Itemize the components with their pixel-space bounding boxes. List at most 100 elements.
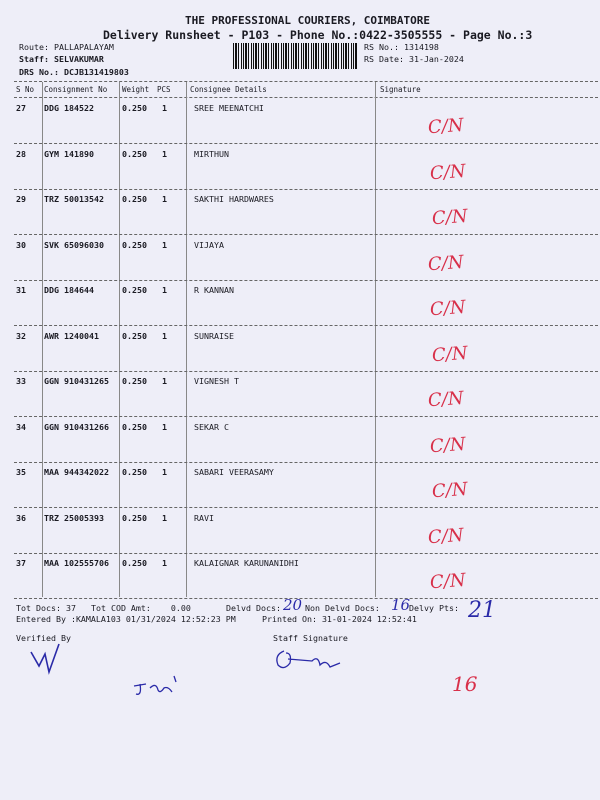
row-divider <box>14 143 598 144</box>
row-sno: 29 <box>16 194 26 204</box>
row-sno: 32 <box>16 330 26 341</box>
tot-docs-label: Tot Docs: <box>16 603 61 613</box>
column-rule <box>375 82 376 597</box>
col-signature: Signature <box>380 85 421 94</box>
row-divider <box>14 234 598 235</box>
col-consignee: Consignee Details <box>190 85 267 94</box>
row-weight: 0.250 <box>122 558 147 568</box>
col-pcs: PCS <box>157 85 171 94</box>
table-row: 35 MAA 944342022 0.250 1 SABARI VEERASAMY C/N <box>0 462 600 508</box>
row-consignee: R KANNAN <box>194 285 234 295</box>
col-consignment: Consignment No <box>44 85 108 94</box>
row-divider <box>14 188 598 190</box>
row-weight: 0.250 <box>122 421 147 432</box>
row-consignment: AWR 1240041 <box>44 330 99 341</box>
row-sno: 27 <box>16 103 26 113</box>
row-pcs: 1 <box>162 512 167 523</box>
margin-note: 16 <box>452 672 478 696</box>
table-row: 32 AWR 1240041 0.250 1 SUNRAISE C/N <box>0 326 600 372</box>
delvy-pts-label: Delvy Pts: <box>409 603 459 613</box>
col-sno: S No <box>16 85 35 94</box>
handwritten-signature: C/N <box>429 433 467 457</box>
tot-cod-value: 0.00 <box>170 603 191 613</box>
table-row: 31 DDG 184644 0.250 1 R KANNAN C/N <box>0 280 600 326</box>
row-weight: 0.250 <box>122 467 147 477</box>
tot-docs-value: 37 <box>65 603 76 613</box>
row-weight: 0.250 <box>122 239 147 250</box>
staff: Staff: SELVAKUMAR <box>19 54 104 64</box>
handwritten-signature: C/N <box>431 478 469 503</box>
handwritten-signature: C/N <box>429 296 467 321</box>
row-divider <box>14 507 598 508</box>
table-row: 37 MAA 102555706 0.250 1 KALAIGNAR KARUNANID… <box>0 553 600 598</box>
row-pcs: 1 <box>162 558 167 568</box>
runsheet-subtitle: Delivery Runsheet - P103 - Phone No.:042… <box>103 28 533 42</box>
row-sno: 31 <box>16 285 26 295</box>
row-consignee: MIRTHUN <box>194 148 229 159</box>
row-pcs: 1 <box>162 103 167 113</box>
printed-on: Printed On: 31-01-2024 12:52:41 <box>262 614 417 624</box>
row-consignment: MAA 944342022 <box>44 467 109 477</box>
row-weight: 0.250 <box>122 285 147 295</box>
row-consignment: DDG 184522 <box>44 103 94 113</box>
row-consignment: TRZ 25005393 <box>44 512 104 523</box>
non-delvd-docs-label: Non Delvd Docs: <box>305 603 380 613</box>
row-consignee: SAKTHI HARDWARES <box>194 194 274 204</box>
row-weight: 0.250 <box>122 512 147 523</box>
row-divider <box>14 279 598 281</box>
table-row: 27 DDG 184522 0.250 1 SREE MEENATCHI C/N <box>0 98 600 144</box>
row-divider <box>14 461 598 463</box>
column-rule <box>186 82 187 597</box>
divider <box>14 97 598 98</box>
delvd-docs-handwritten: 20 <box>283 596 303 614</box>
totals-line: Tot Docs: 37 Tot COD Amt: 0.00 <box>16 603 191 613</box>
row-weight: 0.250 <box>122 148 147 159</box>
table-row: 34 GGN 910431266 0.250 1 SEKAR C C/N <box>0 417 600 463</box>
row-consignment: MAA 102555706 <box>44 558 109 568</box>
row-pcs: 1 <box>162 421 167 432</box>
row-weight: 0.250 <box>122 376 147 386</box>
handwritten-signature: C/N <box>427 387 465 412</box>
row-sno: 36 <box>16 512 26 523</box>
row-divider <box>14 552 598 554</box>
handwritten-signature: C/N <box>431 205 469 230</box>
table-row: 28 GYM 141890 0.250 1 MIRTHUN C/N <box>0 144 600 190</box>
row-weight: 0.250 <box>122 194 147 204</box>
tot-cod-label: Tot COD Amt: <box>90 603 151 613</box>
row-consignment: GYM 141890 <box>44 148 94 159</box>
row-sno: 28 <box>16 148 26 159</box>
route: Route: PALLAPALAYAM <box>19 42 114 52</box>
row-consignee: RAVI <box>194 512 214 523</box>
rs-date: RS Date: 31-Jan-2024 <box>364 54 464 64</box>
row-consignee: VIGNESH T <box>194 376 239 386</box>
barcode <box>233 43 357 69</box>
column-rule <box>119 82 120 597</box>
row-pcs: 1 <box>162 194 167 204</box>
table-row: 36 TRZ 25005393 0.250 1 RAVI C/N <box>0 508 600 554</box>
row-pcs: 1 <box>162 285 167 295</box>
drs-number: DRS No.: DCJB131419803 <box>19 67 129 77</box>
row-weight: 0.250 <box>122 330 147 341</box>
row-divider <box>14 370 598 372</box>
row-consignee: SUNRAISE <box>194 330 234 341</box>
verified-by-label: Verified By <box>16 633 71 643</box>
row-consignment: TRZ 50013542 <box>44 194 104 204</box>
divider <box>14 598 598 599</box>
delvd-docs-label: Delvd Docs: <box>226 603 281 613</box>
row-pcs: 1 <box>162 467 167 477</box>
row-sno: 33 <box>16 376 26 386</box>
handwritten-signature: C/N <box>429 160 467 184</box>
table-row: 30 SVK 65096030 0.250 1 VIJAYA C/N <box>0 235 600 281</box>
delvy-pts-handwritten: 21 <box>468 598 496 623</box>
row-pcs: 1 <box>162 376 167 386</box>
row-pcs: 1 <box>162 330 167 341</box>
row-consignee: VIJAYA <box>194 239 224 250</box>
row-consignee: SABARI VEERASAMY <box>194 467 274 477</box>
row-consignment: GGN 910431265 <box>44 376 109 386</box>
row-pcs: 1 <box>162 239 167 250</box>
row-sno: 34 <box>16 421 26 432</box>
staff-signature <box>276 650 341 669</box>
staff-signature-label: Staff Signature <box>273 633 348 643</box>
row-pcs: 1 <box>162 148 167 159</box>
verifier-signature <box>30 643 60 675</box>
